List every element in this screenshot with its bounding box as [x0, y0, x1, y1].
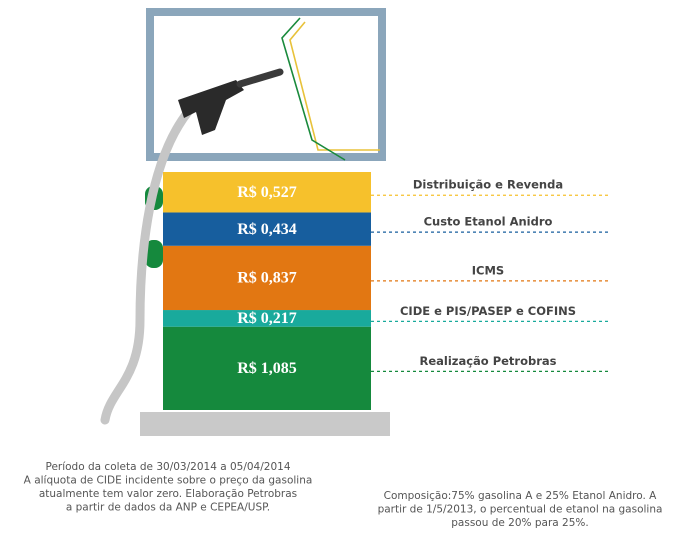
segment-name: Distribuição e Revenda — [413, 178, 563, 192]
value-label: R$ 0,837 — [237, 270, 297, 287]
segment-name: CIDE e PIS/PASEP e COFINS — [400, 304, 576, 318]
note-right: Composição:75% gasolina A e 25% Etanol A… — [384, 490, 657, 502]
note-left: Período da coleta de 30/03/2014 a 05/04/… — [45, 461, 290, 473]
value-label: R$ 1,085 — [237, 360, 297, 377]
segment-name: Custo Etanol Anidro — [424, 215, 553, 229]
infographic: R$ 1,085 Realização Petrobras R$ 0,217 CIDE… — [0, 0, 675, 538]
value-label: R$ 0,434 — [237, 221, 297, 238]
note-left: a partir de dados da ANP e CEPEA/USP. — [66, 502, 270, 514]
pump-base — [140, 412, 390, 436]
note-right: partir de 1/5/2013, o percentual de etan… — [378, 504, 663, 516]
value-label: R$ 0,217 — [237, 310, 297, 327]
pump-screen — [150, 12, 382, 157]
note-right: passou de 20% para 25%. — [451, 517, 588, 529]
note-left: A alíquota de CIDE incidente sobre o pre… — [24, 475, 313, 487]
segment-name: Realização Petrobras — [419, 354, 556, 368]
value-label: R$ 0,527 — [237, 184, 297, 201]
stack: R$ 1,085 Realização Petrobras R$ 0,217 CIDE… — [163, 172, 608, 410]
note-left: atualmente tem valor zero. Elaboração Pe… — [39, 488, 297, 500]
segment-name: ICMS — [472, 263, 504, 277]
notes: Período da coleta de 30/03/2014 a 05/04/… — [24, 461, 663, 529]
